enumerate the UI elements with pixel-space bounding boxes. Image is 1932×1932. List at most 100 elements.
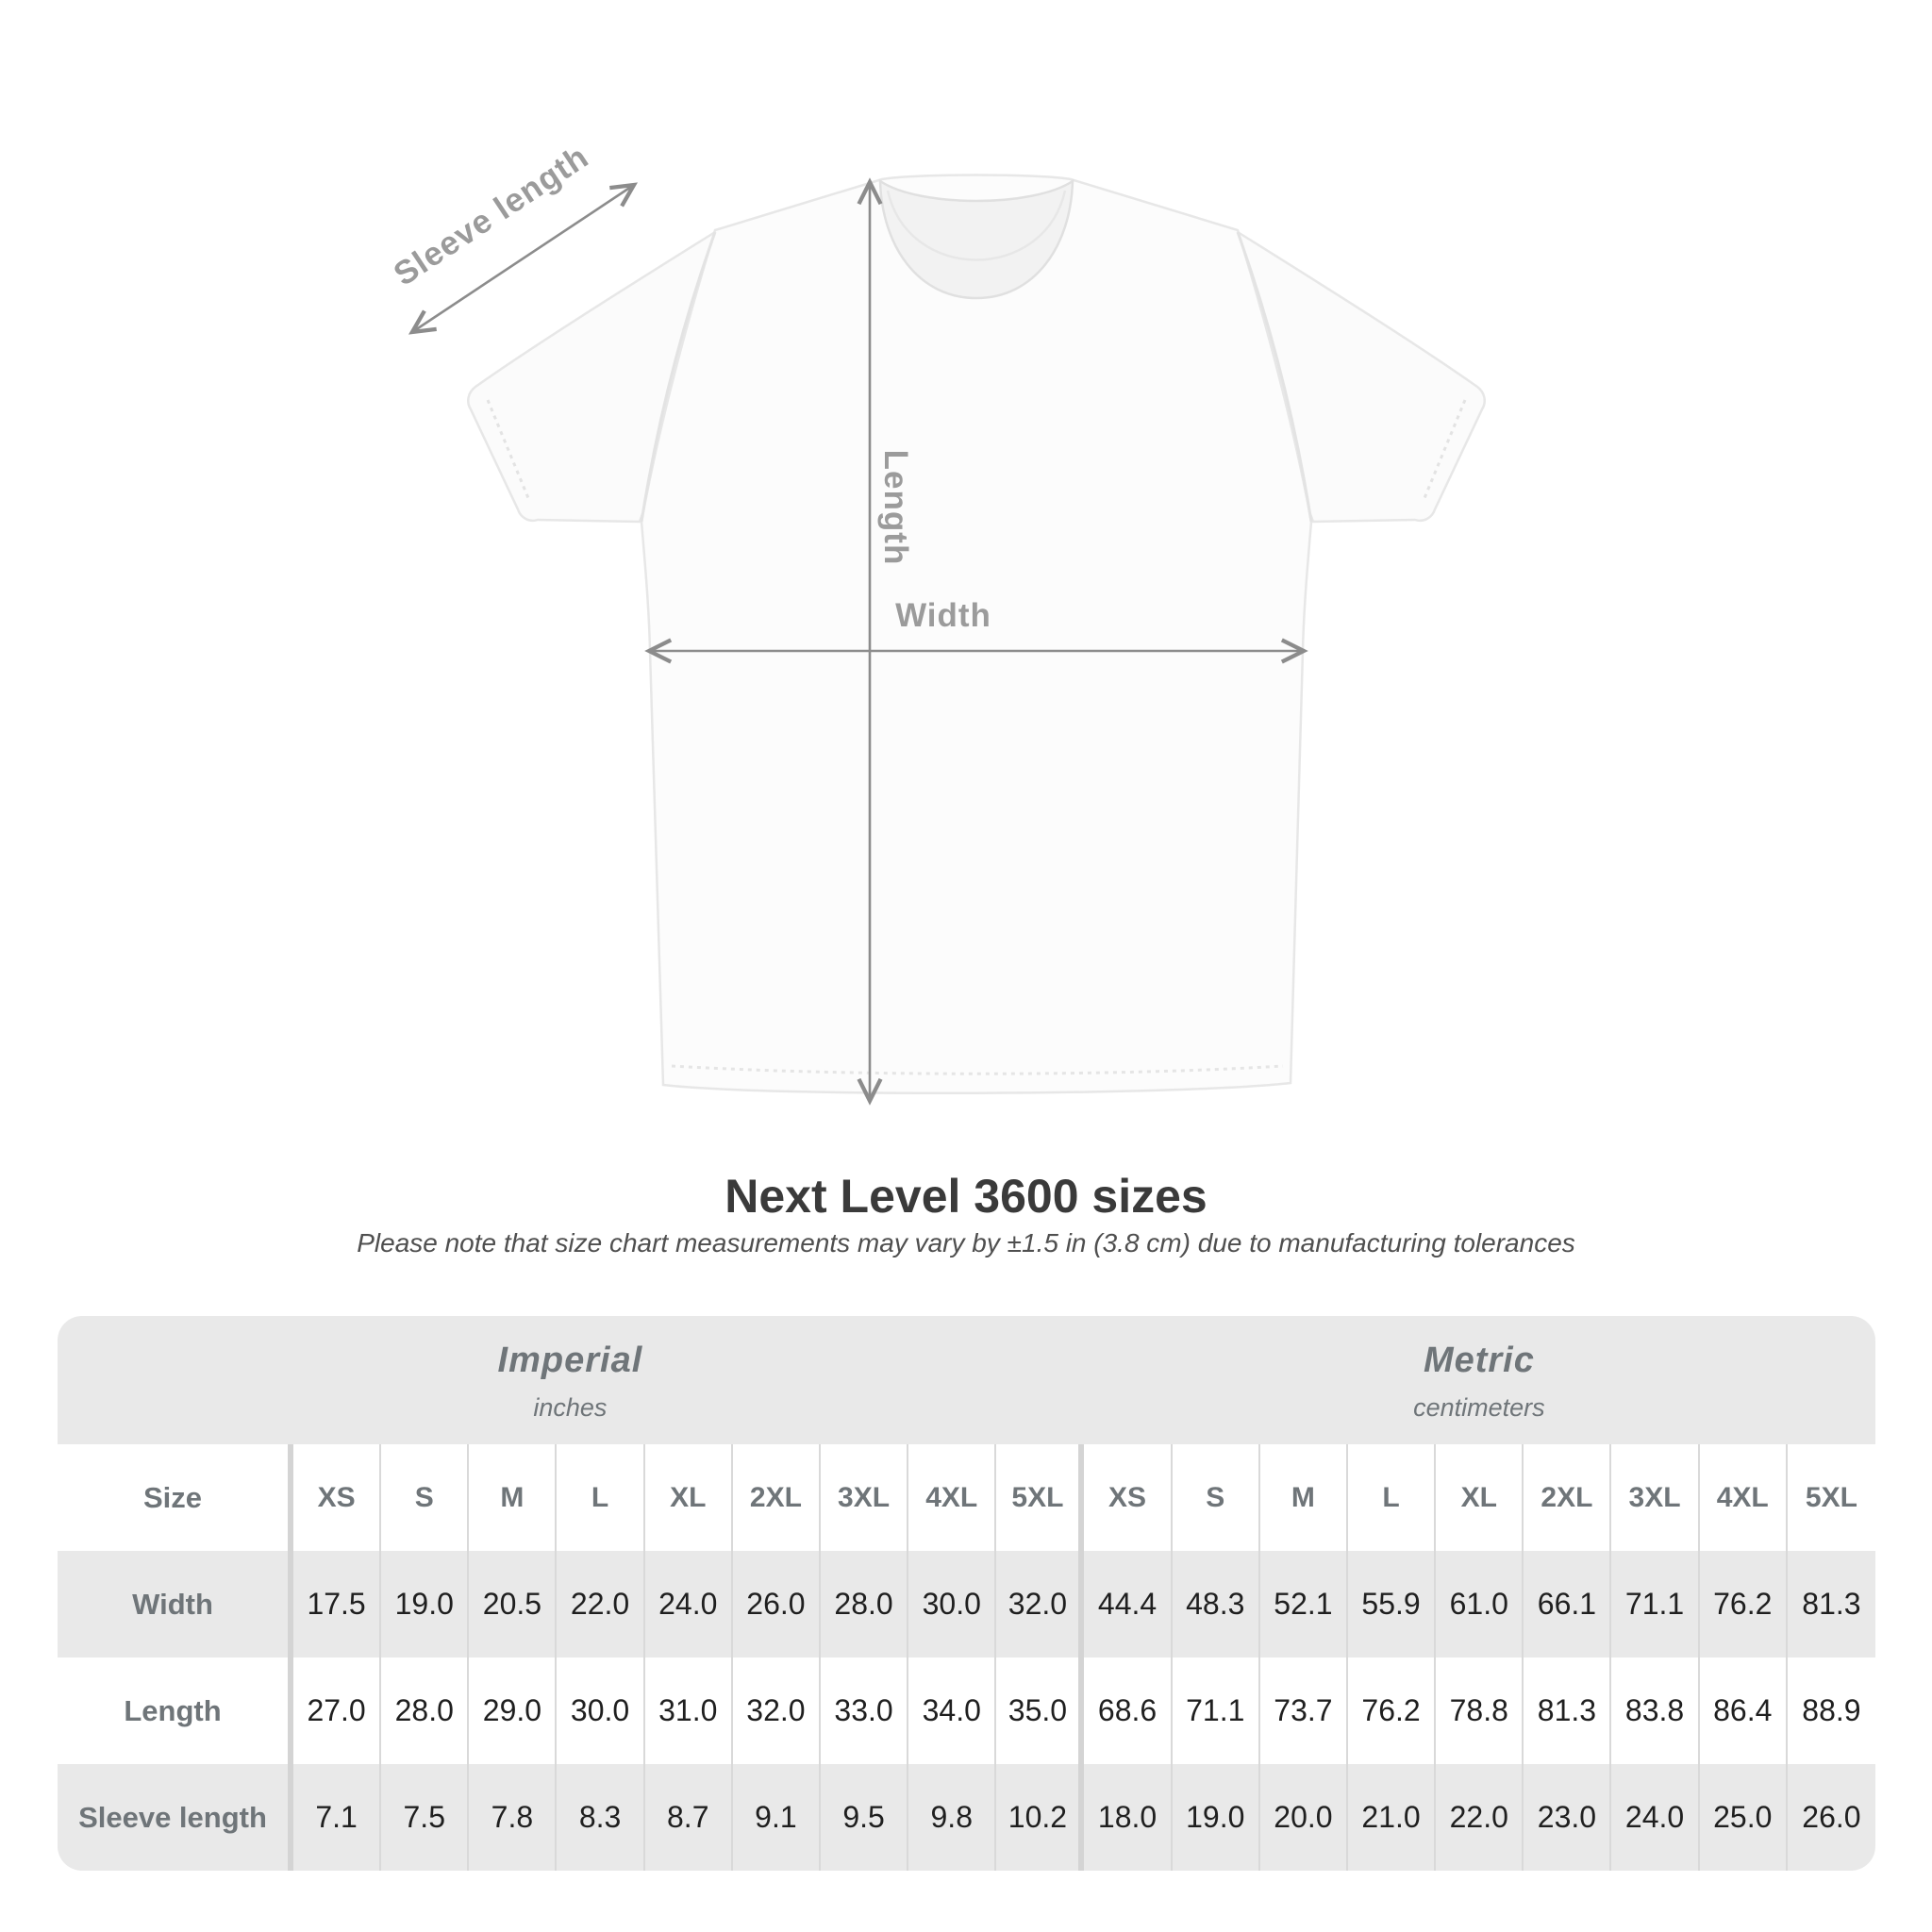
sleeve-value: 9.5 [821, 1764, 909, 1871]
length-value: 27.0 [293, 1657, 382, 1764]
length-value: 30.0 [557, 1657, 645, 1764]
size-col-header: XS [1084, 1444, 1173, 1551]
width-value: 76.2 [1700, 1551, 1788, 1657]
sleeve-value: 10.2 [996, 1764, 1085, 1871]
length-value: 68.6 [1084, 1657, 1173, 1764]
length-value: 73.7 [1260, 1657, 1348, 1764]
length-value: 31.0 [645, 1657, 733, 1764]
size-table: Imperial inches Metric centimeters Size … [58, 1316, 1875, 1871]
sleeve-value: 22.0 [1436, 1764, 1524, 1871]
tshirt-right-armhole-seam [1236, 231, 1313, 523]
size-col-header: 3XL [1611, 1444, 1700, 1551]
sleeve-value: 25.0 [1700, 1764, 1788, 1871]
length-value: 35.0 [996, 1657, 1085, 1764]
width-value: 61.0 [1436, 1551, 1524, 1657]
metric-header-group: Metric centimeters [1083, 1316, 1875, 1444]
width-value: 26.0 [733, 1551, 821, 1657]
metric-unit: centimeters [1413, 1392, 1545, 1422]
width-row-label: Width [58, 1551, 293, 1657]
length-value: 32.0 [733, 1657, 821, 1764]
tshirt-left-armhole-seam [640, 231, 717, 523]
sleeve-value: 7.8 [469, 1764, 558, 1871]
tshirt-collar-stitch [886, 190, 1067, 261]
sleeve-value: 20.0 [1260, 1764, 1348, 1871]
sleeve-value: 8.7 [645, 1764, 733, 1871]
sleeve-value: 9.8 [908, 1764, 997, 1871]
size-col-header: 5XL [996, 1444, 1085, 1551]
length-value: 71.1 [1173, 1657, 1260, 1764]
length-value: 86.4 [1700, 1657, 1788, 1764]
size-col-header: 4XL [1700, 1444, 1788, 1551]
size-col-header: L [1348, 1444, 1437, 1551]
tshirt-hem-stitch [671, 1064, 1284, 1075]
length-value: 81.3 [1524, 1657, 1612, 1764]
length-value: 33.0 [821, 1657, 909, 1764]
sleeve-value: 21.0 [1348, 1764, 1437, 1871]
length-row-label: Length [58, 1657, 293, 1764]
tshirt-graphic [467, 174, 1486, 1095]
size-col-header: S [381, 1444, 470, 1551]
sleeve-value: 9.1 [733, 1764, 821, 1871]
length-value: 29.0 [469, 1657, 558, 1764]
width-value: 32.0 [996, 1551, 1085, 1657]
width-value: 20.5 [469, 1551, 558, 1657]
width-value: 19.0 [381, 1551, 470, 1657]
sleeve-value: 24.0 [1611, 1764, 1700, 1871]
length-row: Length 27.0 28.0 29.0 30.0 31.0 32.0 33.… [58, 1657, 1875, 1764]
width-value: 71.1 [1611, 1551, 1700, 1657]
sleeve-length-arrow [408, 182, 639, 335]
width-value: 24.0 [645, 1551, 733, 1657]
size-col-header: L [557, 1444, 645, 1551]
page-title: Next Level 3600 sizes [724, 1170, 1208, 1223]
size-col-header: 5XL [1805, 1481, 1857, 1513]
imperial-header-group: Imperial inches [58, 1316, 1083, 1444]
sleeve-value: 19.0 [1173, 1764, 1260, 1871]
length-value: 88.9 [1802, 1693, 1861, 1727]
sleeve-length-row: Sleeve length 7.1 7.5 7.8 8.3 8.7 9.1 9.… [58, 1764, 1875, 1871]
length-value: 76.2 [1348, 1657, 1437, 1764]
imperial-header: Imperial [497, 1340, 643, 1380]
width-value: 44.4 [1084, 1551, 1173, 1657]
size-col-header: 3XL [821, 1444, 909, 1551]
width-value: 22.0 [557, 1551, 645, 1657]
size-header-label: Size [58, 1444, 293, 1551]
width-value: 52.1 [1260, 1551, 1348, 1657]
sleeve-value: 18.0 [1084, 1764, 1173, 1871]
size-col-header: 2XL [733, 1444, 821, 1551]
length-value: 83.8 [1611, 1657, 1700, 1764]
size-col-header: M [469, 1444, 558, 1551]
length-value: 78.8 [1436, 1657, 1524, 1764]
tshirt-left-cuff-stitch [486, 399, 530, 499]
width-value: 28.0 [821, 1551, 909, 1657]
size-col-header: XL [645, 1444, 733, 1551]
sleeve-value: 7.5 [381, 1764, 470, 1871]
sleeve-value: 7.1 [293, 1764, 382, 1871]
width-value: 55.9 [1348, 1551, 1437, 1657]
size-col-header: XS [293, 1444, 382, 1551]
sleeve-row-label: Sleeve length [58, 1764, 293, 1871]
metric-header: Metric [1423, 1340, 1535, 1380]
unit-header-band: Imperial inches Metric centimeters [58, 1316, 1875, 1444]
width-value: 48.3 [1173, 1551, 1260, 1657]
length-value: 28.0 [381, 1657, 470, 1764]
size-col-header: S [1173, 1444, 1260, 1551]
sleeve-value: 23.0 [1524, 1764, 1612, 1871]
size-col-header: XL [1436, 1444, 1524, 1551]
width-value: 30.0 [908, 1551, 997, 1657]
page-subtitle: Please note that size chart measurements… [357, 1228, 1575, 1257]
width-value: 66.1 [1524, 1551, 1612, 1657]
size-col-header: 2XL [1524, 1444, 1612, 1551]
size-col-header: 4XL [908, 1444, 997, 1551]
width-label: Width [895, 597, 991, 634]
width-value: 17.5 [293, 1551, 382, 1657]
width-row: Width 17.5 19.0 20.5 22.0 24.0 26.0 28.0… [58, 1551, 1875, 1657]
tshirt-collar [878, 178, 1074, 300]
imperial-unit: inches [533, 1392, 608, 1422]
length-label: Length [877, 449, 914, 566]
dimension-arrows [408, 177, 1308, 1106]
width-value: 81.3 [1802, 1587, 1861, 1621]
size-header-row: Size XS S M L XL 2XL 3XL 4XL 5XL XS S M … [58, 1444, 1875, 1551]
sleeve-value: 8.3 [557, 1764, 645, 1871]
length-value: 34.0 [908, 1657, 997, 1764]
